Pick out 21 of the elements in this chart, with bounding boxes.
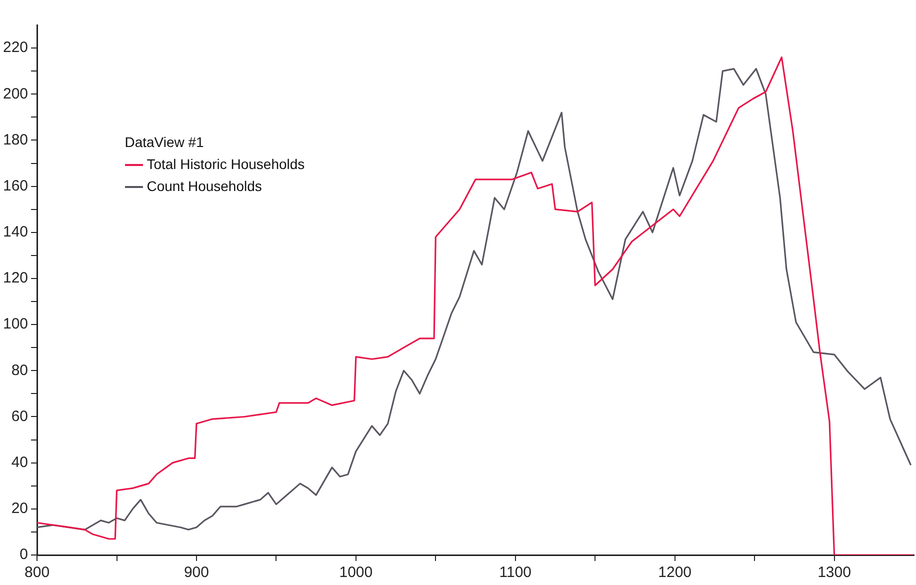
x-tick-label: 1200 xyxy=(658,564,692,582)
x-tick-label: 1100 xyxy=(499,564,532,582)
legend-title: DataView #1 xyxy=(124,133,205,152)
x-tick-label: 1000 xyxy=(339,564,373,582)
y-tick-label: 160 xyxy=(2,177,28,194)
y-tick-label: 220 xyxy=(2,39,28,56)
x-tick-label: 1300 xyxy=(818,564,851,582)
y-tick-label: 20 xyxy=(11,500,28,518)
y-tick-label: 120 xyxy=(2,270,28,287)
y-tick-label: 80 xyxy=(11,362,28,379)
y-tick-label: 40 xyxy=(11,454,28,471)
y-tick-label: 180 xyxy=(2,131,28,148)
y-tick-label: 100 xyxy=(2,316,28,333)
x-tick-label: 800 xyxy=(24,564,50,582)
y-tick-label: 60 xyxy=(11,408,28,425)
x-tick-label: 900 xyxy=(184,564,209,582)
y-tick-label: 0 xyxy=(20,546,28,564)
y-tick-label: 140 xyxy=(2,224,28,241)
y-tick-label: 200 xyxy=(2,85,28,102)
legend-label: Count Households xyxy=(146,178,262,194)
legend-label: Total Historic Households xyxy=(146,156,305,172)
